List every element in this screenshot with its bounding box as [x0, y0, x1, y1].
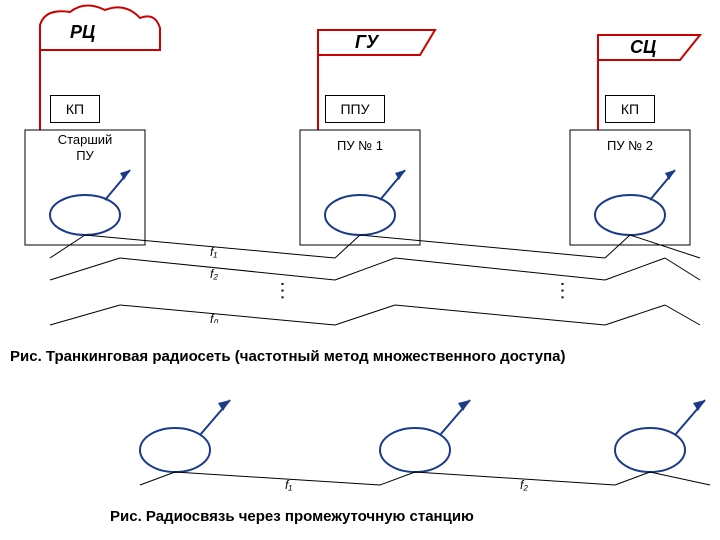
sublabel-kp2-text: КП	[621, 101, 639, 117]
station1-label: Старший ПУ	[25, 132, 145, 163]
sublabel-kp2: КП	[605, 95, 655, 123]
bottom-diagram-svg	[0, 380, 720, 520]
station2-label: ПУ № 1	[300, 138, 420, 153]
caption-trunking: Рис. Транкинговая радиосеть (частотный м…	[10, 348, 565, 365]
station1-line2: ПУ	[76, 148, 94, 163]
sublabel-ppu-text: ППУ	[340, 101, 369, 117]
caption-relay: Рис. Радиосвязь через промежуточную стан…	[110, 508, 474, 525]
flag-sc-label: СЦ	[630, 37, 656, 58]
station1-line1: Старший	[58, 132, 113, 147]
bottom-freq-f2: f₂	[520, 478, 528, 492]
bottom-freq-f1: f₁	[285, 478, 292, 492]
freq-f2-label: f₂	[210, 267, 218, 281]
freq-f1-label: f₁	[210, 245, 217, 259]
sublabel-kp1: КП	[50, 95, 100, 123]
freq-fn-label: fₙ	[210, 312, 218, 326]
dots-left: ···	[275, 282, 291, 302]
diagram-container: РЦ ГУ СЦ КП ППУ КП Старший ПУ ПУ № 1 ПУ …	[0, 0, 720, 540]
sublabel-kp1-text: КП	[66, 101, 84, 117]
station3-label: ПУ № 2	[570, 138, 690, 153]
dots-right: ···	[555, 282, 571, 302]
flag-gu-label: ГУ	[355, 32, 378, 53]
sublabel-ppu: ППУ	[325, 95, 385, 123]
flag-rc-label: РЦ	[70, 22, 95, 43]
